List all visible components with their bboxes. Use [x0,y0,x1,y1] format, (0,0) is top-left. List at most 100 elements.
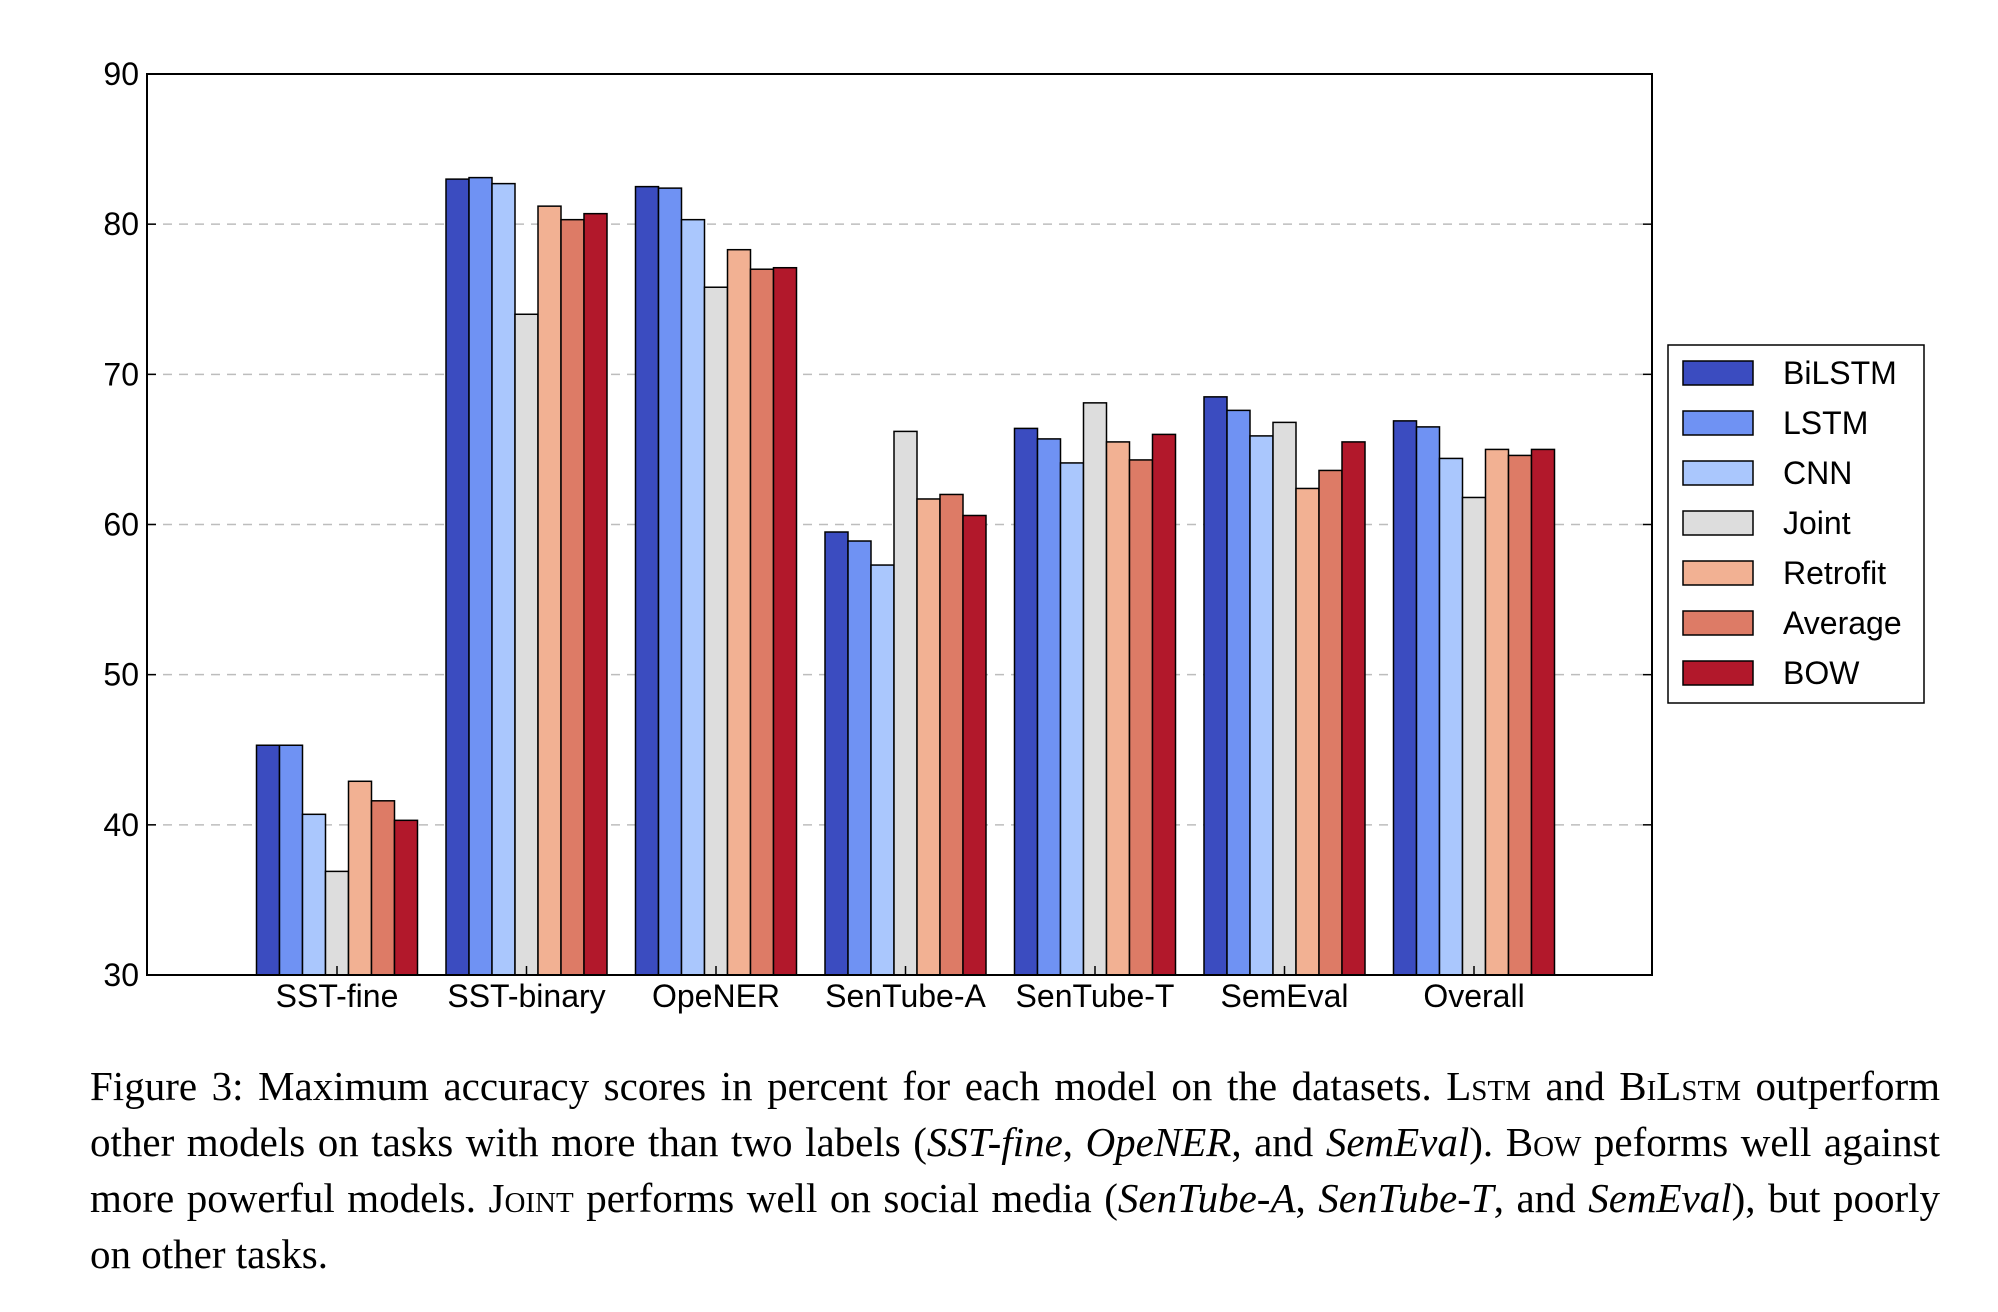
legend-label: Joint [1783,505,1851,541]
x-tick-label: SenTube-A [825,978,986,1014]
figure-caption: Figure 3: Maximum accuracy scores in per… [90,1058,1940,1282]
bar-bow [393,819,419,976]
bar-bow [583,212,608,976]
bar-average [560,218,585,976]
caption-text: Figure 3: Maximum accuracy scores in per… [90,1063,1447,1109]
legend-label: LSTM [1783,405,1868,441]
bar-cnn [680,218,706,976]
legend-label: Average [1783,605,1902,641]
legend-swatch [1682,510,1754,536]
bar-bow [772,266,798,976]
y-tick-label: 80 [103,206,139,242]
x-axis: SST-fine SST-binary OpeNER SenTube-A SenTube… [276,966,1525,1014]
bar-bilstm [255,744,281,976]
x-tick-label: Overall [1423,978,1524,1014]
bar-lstm [847,540,872,976]
bar-retrofit [916,498,941,976]
y-tick-label: 40 [103,807,139,843]
caption-dataset: OpeNER [1085,1119,1232,1165]
legend-swatch [1682,360,1754,386]
caption-model-lstm: Lstm [1446,1063,1531,1109]
legend-label: BOW [1783,655,1860,691]
bar-bow [1530,448,1556,976]
caption-dataset: SemEval [1588,1175,1732,1221]
bar-average [1128,459,1154,976]
bar-bow [1341,441,1366,976]
caption-text: , and [1493,1175,1589,1221]
bar-lstm [1226,409,1251,976]
legend: BiLSTM LSTM CNN Joint Retrofit Average BOW [1667,344,1925,704]
y-tick-label: 60 [103,507,139,543]
caption-text: peforms well against more powerful model… [90,1119,1941,1221]
caption-dataset: SenTube-T [1318,1175,1494,1221]
x-tick-label: SST-binary [447,978,605,1014]
y-axis: 30 40 50 60 70 80 90 [103,56,1652,993]
legend-swatch [1682,560,1754,586]
legend-label: CNN [1783,455,1852,491]
bar-joint [1272,421,1297,976]
bar-bilstm [824,531,849,976]
bar-bilstm [634,185,660,976]
bar-cnn [491,182,516,976]
bars [255,176,1556,976]
caption-text: ). [1469,1119,1506,1165]
bar-retrofit [347,780,373,976]
bar-cnn [1438,457,1464,976]
legend-swatch [1682,460,1754,486]
bar-lstm [278,744,304,976]
bar-retrofit [726,248,752,976]
bar-lstm [1036,438,1062,976]
caption-dataset: SST-fine [926,1119,1063,1165]
caption-text: outperform other models on tasks with mo… [90,1063,1940,1165]
bar-joint [703,286,729,976]
x-tick-label: SenTube-T [1016,978,1175,1014]
bar-bilstm [445,178,470,976]
bar-cnn [1059,462,1085,976]
bar-joint [324,870,350,976]
bar-lstm [657,187,683,976]
bar-joint [893,430,918,976]
bar-cnn [1249,435,1274,976]
legend-swatch [1682,410,1754,436]
caption-text: , and [1231,1119,1326,1165]
bar-bow [962,514,987,976]
bar-retrofit [537,205,562,976]
bar-bilstm [1013,427,1039,976]
bar-bilstm [1392,420,1418,976]
bar-bow [1151,433,1177,976]
caption-text: , [1295,1175,1319,1221]
bar-retrofit [1105,441,1131,976]
bar-retrofit [1484,448,1510,976]
caption-dataset: SenTube-A [1117,1175,1296,1221]
caption-text: and [1530,1063,1620,1109]
y-tick-label: 90 [103,56,139,92]
bar-average [370,800,396,976]
x-tick-label: SemEval [1220,978,1348,1014]
caption-text: ), but poorly on other tasks. [90,1175,1941,1277]
y-tick-label: 70 [103,356,139,392]
caption-text: performs well on social media ( [573,1175,1118,1221]
caption-model-joint: Joint [488,1175,574,1221]
legend-label: BiLSTM [1783,355,1897,391]
caption-model-bow: Bow [1505,1119,1582,1165]
caption-model-bilstm: BiLstm [1619,1063,1741,1109]
bar-joint [1082,402,1108,976]
bar-average [749,268,775,976]
x-tick-label: SST-fine [276,978,399,1014]
legend-swatch [1682,610,1754,636]
bar-joint [1461,496,1487,976]
caption-dataset: SemEval [1325,1119,1470,1165]
bar-joint [514,313,539,976]
bar-cnn [870,564,895,976]
legend-label: Retrofit [1783,555,1886,591]
bar-cnn [301,813,327,976]
y-tick-label: 30 [103,957,139,993]
bar-lstm [468,176,493,976]
caption-text: , [1062,1119,1086,1165]
bar-retrofit [1295,487,1320,976]
bar-lstm [1415,426,1441,976]
bar-average [1507,454,1533,976]
y-tick-label: 50 [103,657,139,693]
legend-swatch [1682,660,1754,686]
